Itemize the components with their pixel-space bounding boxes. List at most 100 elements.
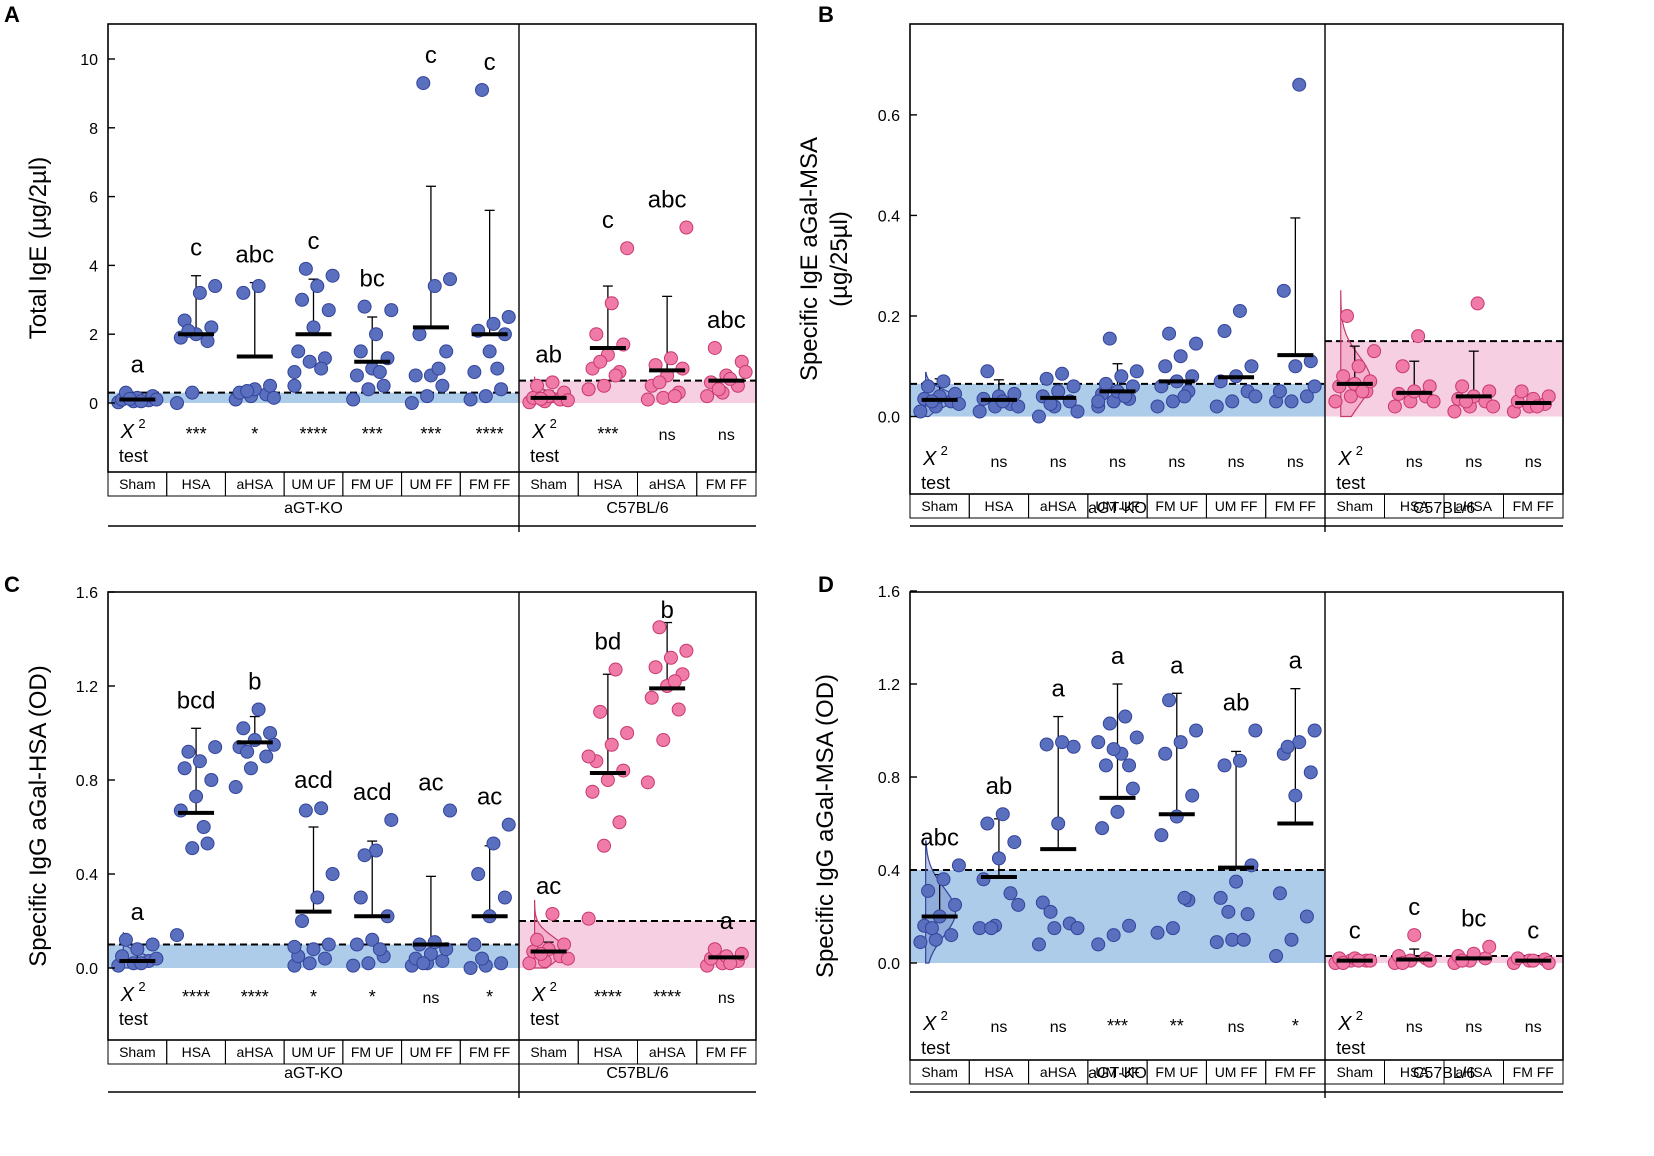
- data-point: [177, 761, 192, 776]
- data-point: [1217, 758, 1232, 773]
- chi-square-significance: ***: [1107, 1016, 1128, 1036]
- data-point: [1039, 737, 1054, 752]
- threshold-band-agtko: [108, 392, 519, 403]
- chi-square-test-label: test: [921, 1038, 950, 1058]
- chi-square-test-label: test: [530, 1009, 559, 1029]
- data-point: [1039, 371, 1054, 386]
- group-ahsa: ns aHSA: [1443, 296, 1504, 519]
- significance-letter: ac: [418, 770, 443, 797]
- chi-square-test-label: test: [119, 446, 148, 466]
- data-point: [467, 365, 482, 380]
- y-tick-label: 0.2: [878, 309, 900, 326]
- y-tick-label: 0.6: [878, 108, 900, 125]
- group-label: Sham: [921, 498, 958, 514]
- chi-square-significance: ns: [1406, 1019, 1423, 1036]
- chi-square-significance: ns: [1465, 1019, 1482, 1036]
- chi-square-label: X: [120, 421, 135, 443]
- group-sham: ac X 2 test Sham: [518, 873, 579, 1065]
- group-ahsa: abc ns aHSA: [637, 187, 698, 497]
- data-point: [317, 951, 332, 966]
- data-point: [1244, 858, 1259, 873]
- y-tick-label: 8: [89, 121, 98, 138]
- data-point: [581, 911, 596, 926]
- chi-square-label: X: [922, 448, 937, 470]
- group-fm-uf: ns FM UF: [1146, 326, 1207, 519]
- chi-square-significance: ***: [420, 424, 441, 444]
- data-point: [1336, 369, 1351, 384]
- data-point: [1102, 331, 1117, 346]
- data-point: [671, 702, 686, 717]
- significance-letter: bc: [360, 266, 385, 293]
- data-point: [118, 932, 133, 947]
- group-label: HSA: [985, 1064, 1014, 1080]
- data-point: [357, 299, 372, 314]
- data-point: [365, 932, 380, 947]
- group-label: UM FF: [410, 476, 453, 492]
- data-point: [314, 361, 329, 376]
- chi-square-significance: *: [369, 987, 376, 1007]
- panel-letter: D: [818, 572, 834, 597]
- data-point: [1213, 890, 1228, 905]
- group-label: aHSA: [1040, 498, 1077, 514]
- data-point: [263, 726, 278, 740]
- data-point: [1288, 788, 1303, 803]
- chi-square-significance: ***: [186, 424, 207, 444]
- y-axis-label: Specific IgG aGal-HSA (OD): [25, 665, 52, 966]
- chi-square-superscript: 2: [550, 979, 557, 994]
- data-point: [266, 390, 281, 405]
- group-label: aHSA: [649, 1044, 686, 1060]
- group-label: UM FF: [1215, 498, 1258, 514]
- data-point: [295, 292, 310, 307]
- group-um-ff: c *** UM FF: [401, 42, 461, 497]
- significance-letter: a: [131, 352, 145, 379]
- chi-square-label: X: [531, 421, 546, 443]
- data-point: [404, 396, 419, 410]
- data-point: [608, 368, 623, 383]
- data-point: [325, 268, 340, 283]
- data-point: [991, 851, 1006, 866]
- data-point: [349, 368, 364, 383]
- data-point: [475, 951, 490, 966]
- data-point: [1098, 376, 1113, 391]
- data-point: [1066, 379, 1081, 394]
- chi-square-superscript: 2: [550, 416, 557, 431]
- significance-letter: c: [1527, 917, 1539, 944]
- data-point: [1482, 939, 1497, 954]
- data-point: [1232, 753, 1247, 768]
- data-point: [1367, 344, 1382, 359]
- strain-label: C57BL/6: [606, 1065, 668, 1082]
- data-point: [1095, 821, 1110, 836]
- chi-square-significance: ****: [182, 987, 210, 1007]
- data-point: [1328, 394, 1343, 409]
- data-point: [976, 872, 991, 887]
- group-sham: ab X 2 test Sham: [518, 341, 579, 497]
- chi-square-significance: ns: [1228, 1019, 1245, 1036]
- group-label: HSA: [1400, 1064, 1429, 1080]
- data-point: [416, 956, 431, 971]
- significance-letter: bc: [1461, 906, 1486, 933]
- data-point: [1236, 932, 1251, 947]
- data-point: [972, 921, 987, 936]
- chi-square-test-label: test: [119, 1009, 148, 1029]
- data-point: [295, 914, 310, 928]
- group-label: Sham: [530, 1044, 567, 1060]
- data-point: [640, 775, 655, 790]
- data-point: [497, 890, 512, 905]
- chi-square-test-label: test: [1336, 1038, 1365, 1058]
- data-point: [306, 942, 321, 957]
- group-ahsa: b **** aHSA: [224, 669, 285, 1065]
- data-point: [1455, 953, 1470, 968]
- data-point: [1229, 874, 1244, 889]
- data-point: [1299, 389, 1314, 404]
- data-point: [589, 327, 604, 342]
- group-fm-ff: a * FM FF: [1265, 648, 1326, 1085]
- data-point: [196, 820, 211, 834]
- data-point: [325, 867, 340, 881]
- data-point: [471, 867, 486, 881]
- data-point: [667, 389, 682, 404]
- significance-letter: acd: [353, 779, 392, 806]
- group-label: Sham: [119, 476, 156, 492]
- group-label: UM UF: [291, 1044, 335, 1060]
- data-point: [620, 726, 635, 740]
- group-fm-ff: ns FM FF: [1265, 77, 1326, 519]
